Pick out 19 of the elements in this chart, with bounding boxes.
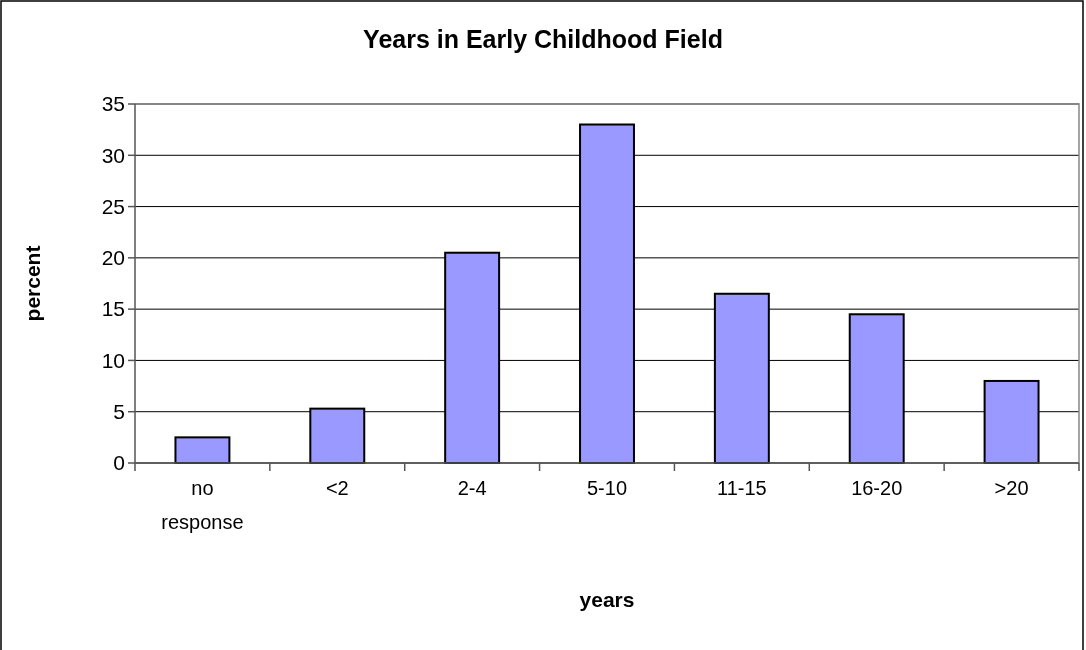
y-tick-label: 15 <box>101 297 125 321</box>
x-tick-label: >20 <box>994 477 1029 499</box>
x-axis-title: years <box>579 588 635 611</box>
chart-title: Years in Early Childhood Field <box>363 25 723 53</box>
x-tick-label: 5-10 <box>586 477 628 499</box>
x-tick-label: 16-20 <box>851 477 903 499</box>
y-tick-label: 20 <box>101 246 125 270</box>
y-tick-label: 35 <box>101 92 125 116</box>
y-tick-label: 0 <box>113 451 125 475</box>
y-axis-title: percent <box>21 245 44 322</box>
x-tick-label: 11-15 <box>717 477 767 499</box>
bar <box>174 436 231 464</box>
y-tick-label: 10 <box>101 348 125 372</box>
x-tick-label: no response <box>161 477 244 533</box>
x-tick-label: 2-4 <box>457 477 487 499</box>
y-tick-label: 25 <box>101 194 125 218</box>
x-tick-label: <2 <box>325 477 349 499</box>
y-tick-label: 5 <box>113 400 125 424</box>
y-tick-label: 30 <box>101 143 125 167</box>
